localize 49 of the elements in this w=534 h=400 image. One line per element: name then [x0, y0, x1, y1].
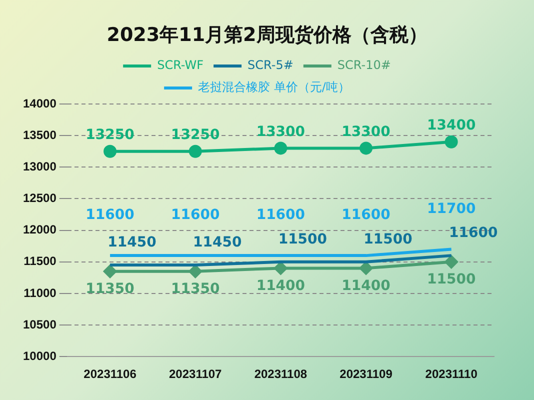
x-tick-label: 20231109 [340, 367, 393, 382]
y-tick-label: 11000 [24, 286, 57, 300]
data-label: 11350 [171, 280, 220, 297]
y-tick-label: 12500 [22, 191, 57, 206]
legend-label: 老挝混合橡胶 单价（元/吨） [198, 80, 350, 94]
data-label: 13250 [86, 127, 135, 144]
data-label: 11350 [86, 280, 135, 297]
y-tick-label: 12000 [22, 222, 57, 237]
y-tick-label: 10500 [22, 317, 57, 332]
data-label: 11400 [342, 278, 391, 294]
data-label: 11600 [448, 225, 498, 242]
data-label: 13250 [171, 127, 220, 144]
y-tick-label: 13000 [22, 159, 57, 174]
legend-label: SCR-5# [248, 58, 294, 72]
data-label: 11450 [108, 234, 157, 251]
point [188, 144, 202, 158]
y-tick-label: 13500 [22, 128, 57, 142]
data-label: 11600 [342, 207, 391, 224]
data-label: 11600 [86, 207, 135, 224]
point [360, 262, 373, 275]
point [104, 144, 117, 158]
x-tick-label: 20231108 [254, 367, 308, 382]
data-label: 11700 [426, 200, 476, 217]
chart-title: 2023年11月第2周现货价格（含税） [106, 23, 428, 48]
point [188, 264, 202, 278]
point [104, 264, 117, 278]
point [274, 142, 288, 155]
legend-label: SCR-WF [157, 58, 204, 72]
data-label: 13400 [426, 118, 476, 134]
data-label: 11500 [426, 272, 476, 288]
data-label: 13300 [342, 124, 391, 140]
y-tick-label: 10000 [22, 348, 57, 363]
data-label: 11400 [256, 278, 306, 294]
legend-label: SCR-10# [337, 58, 391, 72]
data-label: 11500 [364, 232, 413, 248]
data-label: 13300 [256, 124, 306, 140]
data-label: 11500 [278, 232, 328, 248]
x-tick-label: 20231107 [168, 367, 222, 382]
data-label: 11450 [193, 234, 242, 251]
point [274, 262, 288, 275]
y-tick-label: 11500 [24, 254, 57, 268]
data-label: 11600 [171, 207, 220, 224]
point [360, 142, 373, 155]
x-tick-label: 20231106 [84, 367, 137, 382]
data-label: 11600 [256, 207, 306, 224]
point [444, 135, 458, 148]
x-tick-label: 20231110 [425, 367, 478, 382]
y-tick-label: 14000 [22, 96, 57, 110]
point [444, 255, 458, 268]
